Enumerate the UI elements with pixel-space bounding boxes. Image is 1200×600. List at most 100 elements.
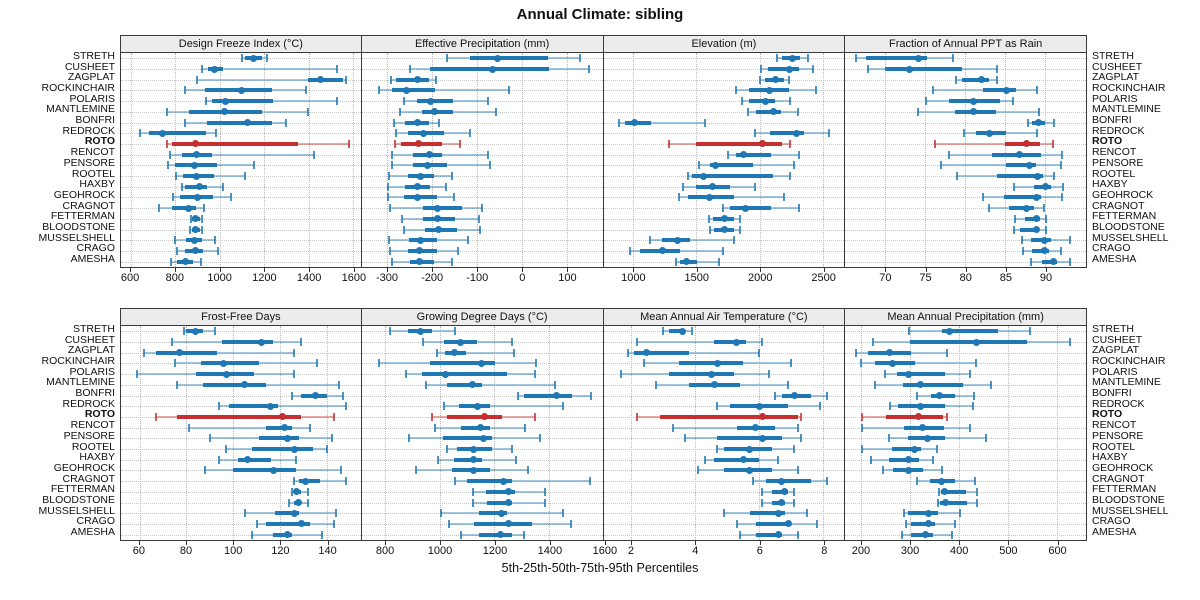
axis-tick bbox=[174, 268, 176, 272]
whisker-cap bbox=[1036, 129, 1039, 138]
whisker-cap bbox=[697, 161, 700, 170]
box-25th-75th bbox=[736, 152, 771, 157]
row-guide bbox=[845, 197, 1086, 199]
whisker-cap bbox=[761, 487, 764, 496]
axis-tick bbox=[1008, 541, 1010, 545]
box-25th-75th bbox=[1009, 206, 1035, 211]
whisker-cap bbox=[477, 214, 480, 223]
box-25th-75th bbox=[396, 77, 429, 82]
whisker-cap bbox=[173, 359, 176, 368]
median-dot bbox=[158, 129, 166, 137]
row-guide bbox=[845, 534, 1086, 536]
station-label-roto: ROTO bbox=[1092, 135, 1123, 148]
box-25th-75th bbox=[447, 414, 502, 419]
whisker-cap bbox=[788, 172, 791, 180]
median-dot bbox=[292, 488, 300, 496]
station-label-rencot: RENCOT bbox=[1092, 419, 1137, 432]
box-25th-75th bbox=[940, 500, 968, 505]
station-label-rootel: ROOTEL bbox=[71, 440, 115, 453]
whisker-cap bbox=[335, 509, 338, 518]
whisker-cap bbox=[819, 402, 822, 411]
row-guide bbox=[603, 79, 845, 81]
station-label-amesha: AMESHA bbox=[70, 526, 115, 539]
median-dot bbox=[1049, 258, 1057, 266]
row-guide bbox=[121, 165, 361, 167]
median-dot bbox=[772, 76, 780, 84]
whisker-cap bbox=[377, 86, 380, 95]
station-label-crago: CRAGO bbox=[76, 242, 115, 255]
station-label-zagplat: ZAGPLAT bbox=[1092, 344, 1140, 357]
box-25th-75th bbox=[479, 511, 507, 516]
median-dot bbox=[924, 520, 932, 528]
box-25th-75th bbox=[714, 340, 747, 344]
whisker-cap bbox=[250, 530, 253, 539]
box-25th-75th bbox=[404, 195, 437, 200]
median-dot bbox=[175, 349, 183, 357]
row-guide bbox=[603, 111, 845, 113]
median-dot bbox=[921, 531, 929, 539]
figure-title: Annual Climate: sibling bbox=[516, 6, 684, 23]
median-dot bbox=[914, 54, 922, 62]
box-25th-75th bbox=[909, 340, 1028, 344]
whisker-cap bbox=[867, 65, 870, 73]
row-guide bbox=[121, 481, 361, 483]
whisker-cap bbox=[1061, 182, 1064, 191]
box-25th-75th bbox=[903, 382, 963, 387]
axis-tick-label: 300 bbox=[900, 545, 920, 557]
whisker-cap bbox=[444, 182, 447, 191]
axis-tick bbox=[219, 268, 221, 272]
box-25th-75th bbox=[486, 489, 515, 494]
whisker-cap bbox=[433, 423, 436, 432]
station-label-pensore: PENSORE bbox=[63, 429, 115, 442]
axis-tick bbox=[925, 268, 927, 272]
whisker-cap bbox=[799, 412, 802, 421]
median-dot bbox=[924, 434, 932, 442]
row-guide bbox=[845, 459, 1086, 461]
panel-plot-area bbox=[120, 326, 362, 541]
whisker-cap bbox=[316, 359, 319, 368]
whisker-5th-95th bbox=[378, 89, 509, 92]
axis-tick bbox=[885, 268, 887, 272]
median-dot bbox=[793, 129, 801, 137]
axis-tick bbox=[696, 268, 698, 272]
whisker-cap bbox=[735, 86, 738, 95]
whisker-cap bbox=[807, 54, 810, 63]
whisker-cap bbox=[155, 412, 158, 421]
whisker-cap bbox=[1029, 327, 1032, 336]
whisker-cap bbox=[796, 530, 799, 539]
whisker-cap bbox=[933, 139, 936, 148]
box-25th-75th bbox=[669, 372, 734, 377]
median-dot bbox=[1016, 151, 1024, 159]
median-dot bbox=[434, 215, 442, 223]
whisker-cap bbox=[661, 327, 664, 336]
median-dot bbox=[720, 226, 728, 233]
gridline bbox=[823, 326, 825, 540]
whisker-cap bbox=[174, 236, 177, 245]
whisker-cap bbox=[295, 455, 298, 464]
whisker-5th-95th bbox=[627, 351, 760, 354]
whisker-cap bbox=[307, 498, 310, 507]
whisker-cap bbox=[400, 214, 403, 223]
whisker-cap bbox=[347, 139, 350, 148]
median-dot bbox=[888, 359, 896, 367]
station-label-cusheet: CUSHEET bbox=[64, 333, 115, 346]
median-dot bbox=[220, 359, 228, 367]
panel-plot-area bbox=[361, 53, 604, 268]
whisker-cap bbox=[243, 509, 246, 518]
station-label-roto: ROTO bbox=[84, 135, 115, 148]
axis-tick bbox=[186, 541, 188, 545]
median-dot bbox=[417, 327, 425, 335]
whisker-cap bbox=[758, 75, 761, 84]
whisker-cap bbox=[204, 97, 207, 106]
whisker-cap bbox=[1060, 246, 1063, 255]
whisker-cap bbox=[1045, 225, 1047, 234]
whisker-cap bbox=[588, 65, 591, 73]
whisker-cap bbox=[690, 327, 693, 336]
box-25th-75th bbox=[634, 350, 689, 355]
panel-header: Elevation (m) bbox=[603, 35, 846, 53]
whisker-cap bbox=[1053, 172, 1055, 180]
median-dot bbox=[494, 54, 502, 62]
whisker-cap bbox=[188, 225, 191, 234]
station-label-bloodstone: BLOODSTONE bbox=[1092, 494, 1165, 506]
station-label-streth: STRETH bbox=[1092, 49, 1134, 62]
